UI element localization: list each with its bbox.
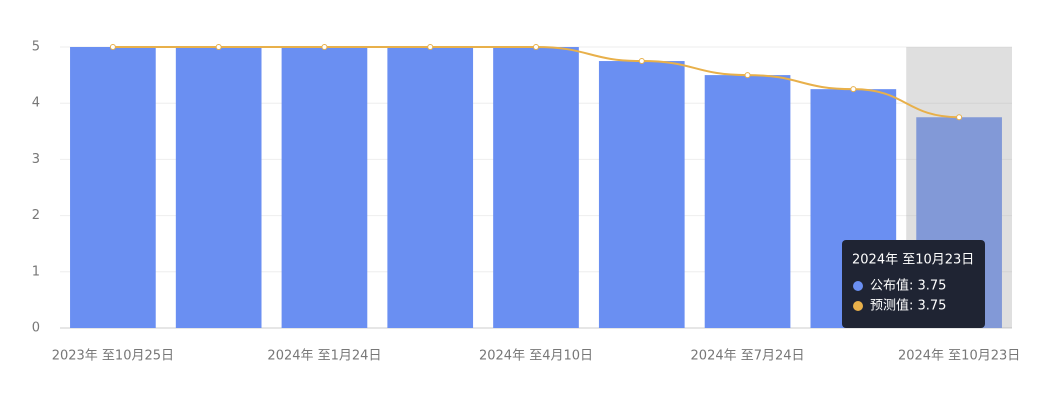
x-tick-label: 2023年 至10月25日 [52,349,174,364]
x-tick-label: 2024年 至7月24日 [691,349,805,364]
y-tick-label: 1 [32,264,40,279]
y-tick-label: 3 [32,152,40,167]
y-tick-label: 2 [32,208,40,223]
line-point [638,58,645,65]
tooltip: 2024年 至10月23日 公布值: 3.75 预测值: 3.75 [842,240,985,328]
tooltip-box [842,240,985,328]
line-point [533,44,539,50]
line-point [427,44,434,50]
bar [598,61,685,329]
bar [70,47,156,328]
tooltip-item: 预测值: 3.75 [870,298,946,314]
x-tick-label: 2024年 至10月23日 [898,349,1020,364]
line-point [744,72,751,79]
bar [175,47,262,328]
bar [281,47,368,328]
tooltip-title: 2024年 至10月23日 [852,253,974,268]
line-point [850,86,857,93]
tooltip-dot [853,301,863,311]
y-tick-label: 4 [32,96,40,111]
y-tick-label: 5 [32,40,40,55]
bar [387,47,474,328]
tooltip-item: 公布值: 3.75 [870,278,946,294]
x-tick-label: 2024年 至1月24日 [267,349,381,364]
bar [704,75,791,328]
line-point [956,114,963,121]
bar [493,47,579,328]
x-tick-label: 2024年 至4月10日 [479,349,593,364]
line-point [109,44,116,50]
line-point [215,44,222,50]
tooltip-dot [853,281,863,291]
lines [109,44,963,121]
line-point [321,44,328,50]
bars [70,47,1002,329]
y-tick-label: 0 [32,321,40,336]
